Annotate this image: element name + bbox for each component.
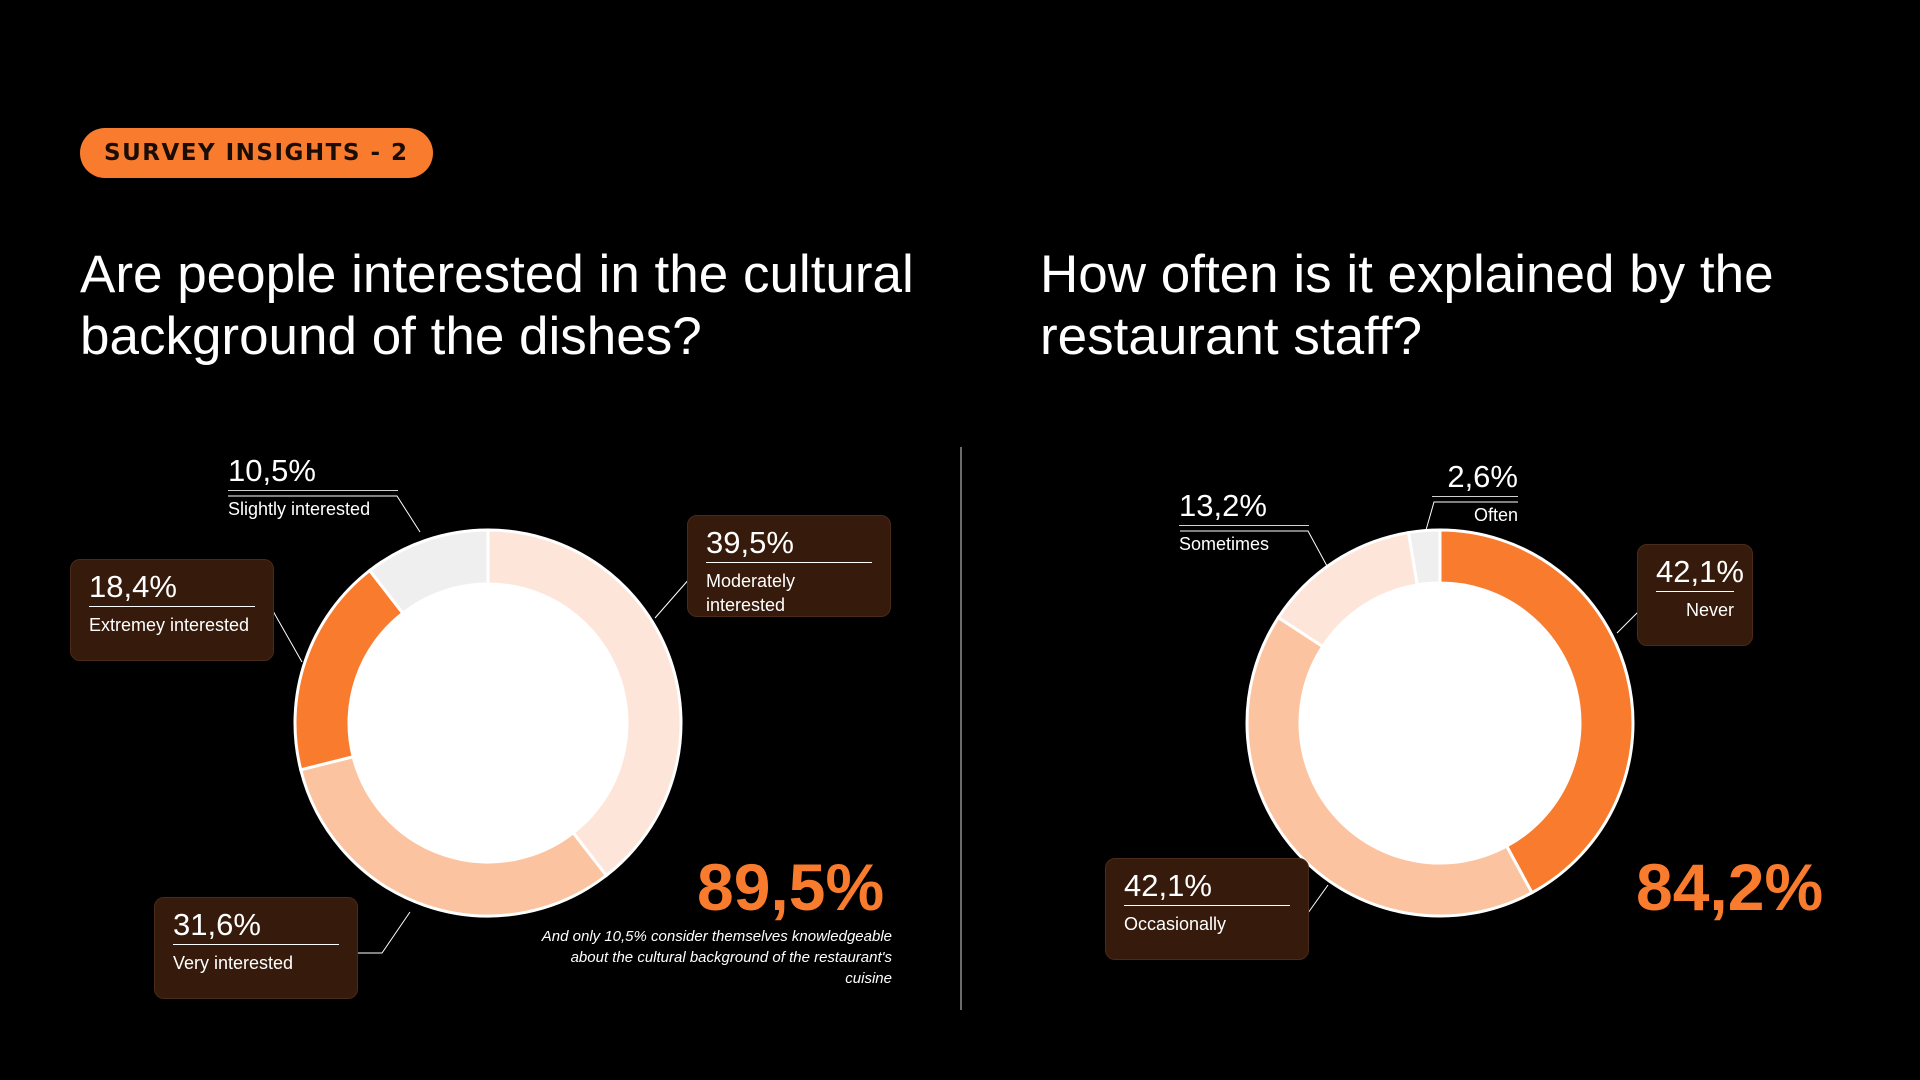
label-extremey-interested: 18,4% Extremey interested — [70, 559, 274, 661]
category-occasionally: Occasionally — [1124, 905, 1290, 936]
label-often: 2,6% Often — [1432, 458, 1518, 527]
value-occasionally: 42,1% — [1124, 868, 1212, 903]
leader-line-sometimes — [1180, 530, 1328, 567]
label-very-interested: 31,6% Very interested — [154, 897, 358, 999]
category-sometimes: Sometimes — [1179, 525, 1309, 556]
leader-line-extremey — [272, 610, 303, 663]
value-often: 2,6% — [1447, 459, 1518, 494]
leader-lines — [228, 495, 1641, 954]
category-extremey-interested: Extremey interested — [89, 606, 255, 637]
leader-line-moderately — [654, 577, 691, 619]
vertical-divider — [960, 447, 962, 1010]
category-slightly-interested: Slightly interested — [228, 490, 398, 521]
category-very-interested: Very interested — [173, 944, 339, 975]
leader-line-often — [1425, 501, 1518, 531]
interest-slice-moderately-interested — [486, 528, 683, 878]
value-extremey-interested: 18,4% — [89, 569, 177, 604]
leader-line-never — [1616, 609, 1641, 634]
value-never: 42,1% — [1656, 554, 1744, 589]
category-never: Never — [1656, 591, 1734, 622]
section-tag: SURVEY INSIGHTS - 2 — [80, 128, 433, 178]
label-occasionally: 42,1% Occasionally — [1105, 858, 1309, 960]
right-question: How often is it explained by the restaur… — [1040, 245, 1774, 366]
donut-chart-explained — [1245, 528, 1635, 918]
value-very-interested: 31,6% — [173, 907, 261, 942]
value-slightly-interested: 10,5% — [228, 453, 316, 488]
leader-line-very — [358, 911, 411, 954]
value-sometimes: 13,2% — [1179, 488, 1267, 523]
category-often: Often — [1432, 496, 1518, 527]
label-slightly-interested: 10,5% Slightly interested — [228, 452, 398, 521]
label-never: 42,1% Never — [1637, 544, 1753, 646]
label-sometimes: 13,2% Sometimes — [1179, 487, 1309, 556]
label-moderately-interested: 39,5% Moderately interested — [687, 515, 891, 617]
right-highlight-value: 84,2% — [1636, 850, 1824, 924]
interest-center — [349, 584, 627, 862]
leader-line-occasionally — [1307, 884, 1329, 914]
left-note: And only 10,5% consider themselves knowl… — [541, 928, 892, 987]
left-question: Are people interested in the cultural ba… — [80, 245, 914, 366]
donut-chart-interest — [293, 528, 683, 918]
value-moderately-interested: 39,5% — [706, 525, 794, 560]
left-highlight-value: 89,5% — [697, 850, 885, 924]
category-moderately-interested: Moderately interested — [706, 562, 872, 617]
explained-center — [1300, 583, 1580, 863]
leader-line-slightly — [228, 495, 421, 533]
